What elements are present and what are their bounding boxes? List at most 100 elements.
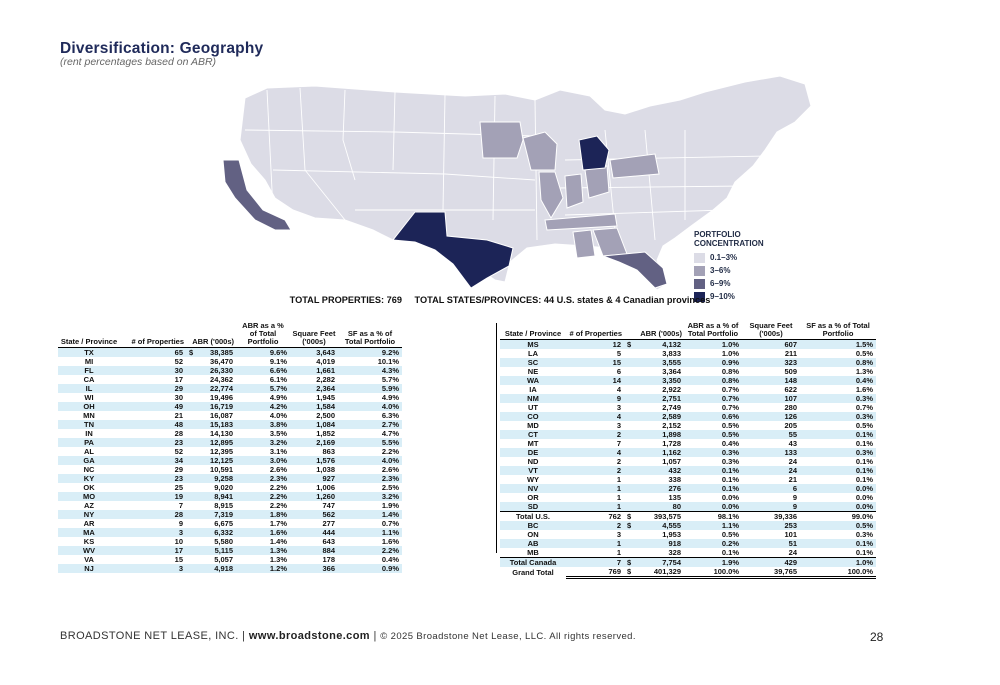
cell-sqft: 3,643 (290, 347, 338, 357)
cell-state: NE (527, 367, 539, 376)
cell-sf-pct: 4.0% (338, 456, 402, 465)
cell-abr-pct: 1.1% (684, 521, 742, 530)
cell-abr: 2,751 (624, 394, 684, 403)
cell-sqft: 277 (322, 519, 335, 528)
abr-value: 12,895 (210, 438, 233, 447)
cell-abr-pct: 0.7% (721, 403, 739, 412)
cell-properties: 7 (566, 557, 624, 567)
cell-abr: 328 (624, 548, 684, 558)
abr-value: 1,162 (662, 448, 681, 457)
cell-sf-pct: 6.3% (381, 411, 399, 420)
footer-website-link[interactable]: www.broadstone.com (248, 630, 370, 642)
table-row: NC 29 10,591 2.6% 1,038 2.6% (58, 465, 402, 474)
cell-sqft: 6 (742, 484, 800, 493)
table-row: TN 48 15,183 3.8% 1,084 2.7% (58, 420, 402, 429)
cell-abr-pct: 1.0% (721, 349, 739, 358)
cell-abr-pct: 4.0% (269, 411, 287, 420)
cell-sqft: 21 (788, 475, 797, 484)
cell-abr: 2,589 (624, 412, 684, 421)
abr-value: 3,364 (662, 367, 681, 376)
cell-sqft: 126 (742, 412, 800, 421)
legend-title: PORTFOLIO CONCENTRATION (694, 230, 764, 248)
cell-sqft: 1,852 (316, 429, 335, 438)
state-tx (392, 211, 514, 289)
cell-abr: $7,754 (624, 557, 684, 567)
cell-state: NC (83, 465, 95, 474)
footer-separator: | (242, 630, 246, 642)
abr-value: 6,332 (214, 528, 233, 537)
cell-abr: $401,329 (624, 567, 684, 579)
cell-abr-pct: 0.5% (721, 421, 739, 430)
cell-abr-pct: 1.8% (236, 510, 290, 519)
table-row: BC 2 $4,555 1.1% 253 0.5% (500, 521, 876, 530)
state-borders (244, 87, 766, 241)
table-row: NM 9 2,751 0.7% 107 0.3% (500, 394, 876, 403)
cell-properties: 29 (120, 384, 186, 393)
table-row: MO 19 8,941 2.2% 1,260 3.2% (58, 492, 402, 501)
cell-sf-pct: 5.5% (338, 438, 402, 447)
cell-sqft: 101 (784, 530, 797, 539)
cell-state: KS (83, 537, 95, 546)
abr-value: 5,580 (214, 537, 233, 546)
abr-value: 1,057 (662, 457, 681, 466)
cell-state: KY (58, 474, 120, 483)
currency-symbol: $ (189, 348, 194, 357)
map-legend: PORTFOLIO CONCENTRATION 0.1–3% 3–6% 6–9%… (694, 230, 764, 303)
cell-state: AB (500, 539, 566, 548)
cell-abr: 7,319 (186, 510, 236, 519)
abr-value: 4,132 (662, 340, 681, 349)
cell-abr: 3,555 (624, 358, 684, 367)
cell-abr: 19,496 (186, 393, 236, 402)
cell-properties: 4 (616, 385, 621, 394)
table-divider (496, 323, 497, 553)
page-footer: BROADSTONE NET LEASE, INC. | www.broadst… (60, 630, 636, 642)
table-row: MA 3 6,332 1.6% 444 1.1% (58, 528, 402, 537)
cell-abr: 16,719 (186, 402, 236, 411)
cell-abr-pct: 4.9% (269, 393, 287, 402)
cell-state: MB (527, 548, 539, 557)
table-row: CO 4 2,589 0.6% 126 0.3% (500, 412, 876, 421)
table-row: NV 1 276 0.1% 6 0.0% (500, 484, 876, 493)
cell-state: AR (83, 519, 95, 528)
table-row: ND 2 1,057 0.3% 24 0.1% (500, 457, 876, 466)
page-title: Diversification: Geography (60, 40, 264, 57)
legend-item-0-3: 0.1–3% (694, 251, 764, 264)
cell-sf-pct: 1.6% (855, 385, 873, 394)
cell-sf-pct: 0.1% (855, 475, 873, 484)
cell-sf-pct: 2.3% (338, 474, 402, 483)
cell-sqft: 1,260 (290, 492, 338, 501)
cell-properties: 3 (616, 403, 621, 412)
cell-abr-pct: 0.0% (721, 493, 739, 502)
cell-state: SC (500, 358, 566, 367)
cell-properties: 52 (174, 357, 183, 366)
abr-value: 7,754 (662, 558, 681, 567)
cell-properties: 30 (174, 393, 183, 402)
cell-sqft: 1,661 (290, 366, 338, 375)
abr-value: 135 (668, 493, 681, 502)
abr-value: 393,575 (653, 512, 681, 521)
cell-state: MI (84, 357, 94, 366)
cell-abr-pct: 0.6% (684, 412, 742, 421)
table-row: PA 23 12,895 3.2% 2,169 5.5% (58, 438, 402, 447)
cell-state: WY (526, 475, 540, 484)
cell-sf-pct: 0.3% (800, 394, 876, 403)
cell-sf-pct: 1.1% (338, 528, 402, 537)
abr-value: 2,589 (662, 412, 681, 421)
cell-sf-pct: 1.0% (800, 557, 876, 567)
cell-state: TN (58, 420, 120, 429)
state-oh (584, 165, 610, 199)
cell-sqft: 4,019 (316, 357, 335, 366)
cell-sqft: 24 (742, 466, 800, 475)
cell-sqft: 1,084 (290, 420, 338, 429)
cell-sqft: 927 (290, 474, 338, 483)
cell-sf-pct: 0.1% (800, 430, 876, 439)
cell-sqft: 2,364 (290, 384, 338, 393)
cell-state: NM (500, 394, 566, 403)
abr-value: 16,087 (210, 411, 233, 420)
currency-symbol: $ (627, 521, 632, 530)
cell-abr: 3,364 (624, 367, 684, 376)
cell-abr: 918 (624, 539, 684, 548)
state-pa (609, 153, 660, 179)
cell-properties: 48 (120, 420, 186, 429)
legend-item-3-6: 3–6% (694, 264, 764, 277)
